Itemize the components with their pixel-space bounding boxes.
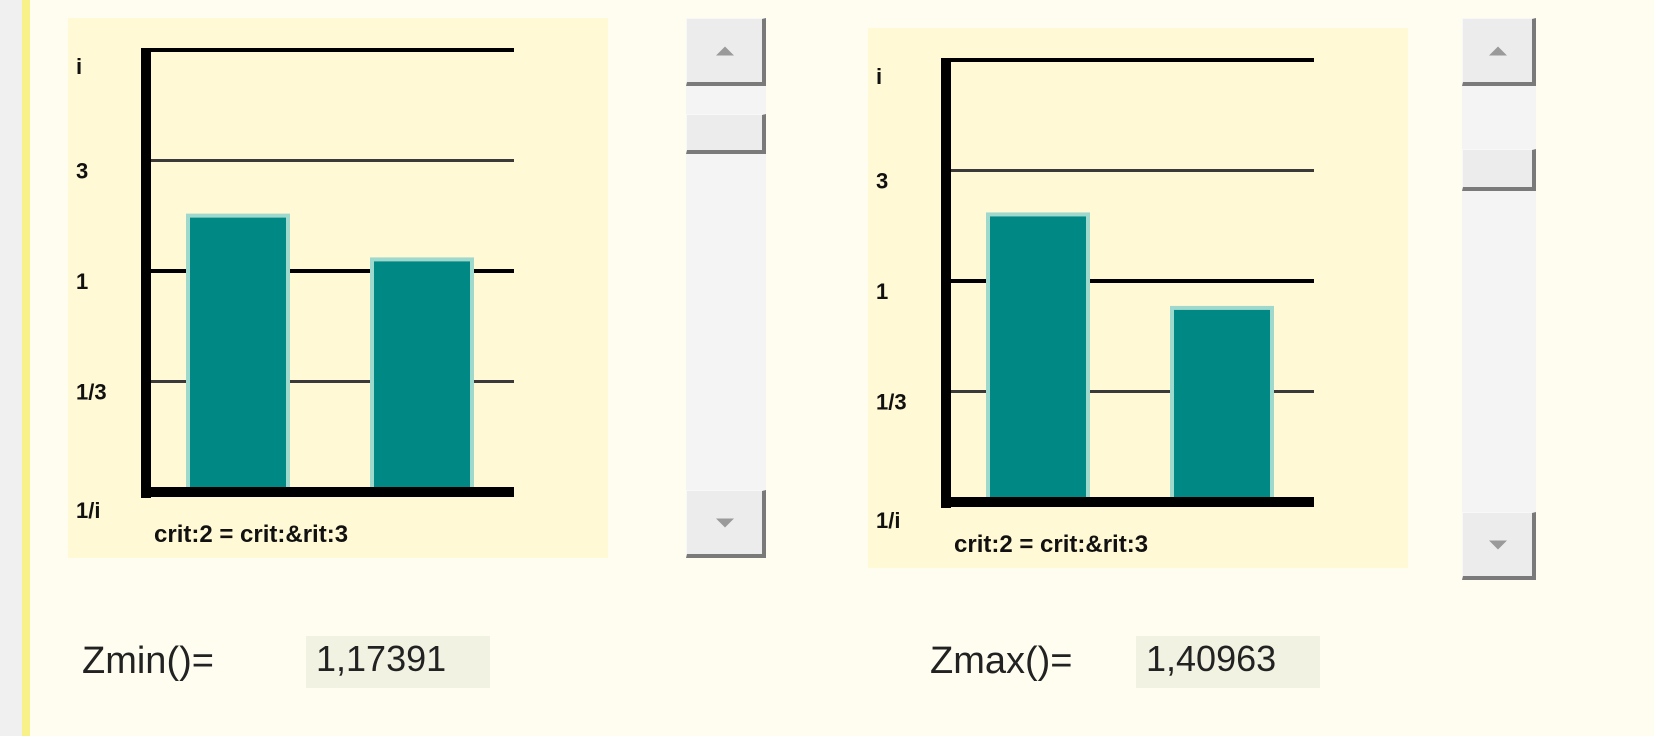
left-edge-strip xyxy=(0,0,22,736)
y-tick-label: 1 xyxy=(76,269,88,294)
scroll-down-button-2[interactable] xyxy=(1462,512,1536,580)
scroll-down-button-1[interactable] xyxy=(686,490,766,558)
arrow-down-icon xyxy=(1488,540,1507,549)
bar xyxy=(190,217,286,493)
y-tick-label: 3 xyxy=(876,168,888,193)
zmax-label: Zmax()= xyxy=(930,640,1073,682)
scroll-up-button-1[interactable] xyxy=(686,18,766,86)
scrollbar-2[interactable] xyxy=(1462,18,1536,580)
y-tick-label: 1/i xyxy=(76,498,100,523)
scroll-thumb-1[interactable] xyxy=(686,114,766,154)
scrollbar-1[interactable] xyxy=(686,18,766,558)
x-axis-label: crit:2 = crit:&rit:3 xyxy=(154,521,348,548)
y-tick-label: 1 xyxy=(876,279,888,304)
zmin-label: Zmin()= xyxy=(82,640,214,682)
bar xyxy=(1174,309,1270,502)
y-tick-label: i xyxy=(876,64,882,89)
x-axis-label: crit:2 = crit:&rit:3 xyxy=(954,531,1148,558)
y-tick-label: 1/3 xyxy=(876,390,907,415)
left-accent-bar xyxy=(22,0,30,736)
chart-panel-1: i 3 1 1/3 1/i crit:2 = crit:&rit:3 xyxy=(68,18,608,558)
scroll-up-button-2[interactable] xyxy=(1462,18,1536,86)
chart-panel-2: i 3 1 1/3 1/i crit:2 = crit:&rit:3 xyxy=(868,28,1408,568)
arrow-up-icon xyxy=(715,46,734,55)
y-tick-label: i xyxy=(76,54,82,79)
bar xyxy=(374,261,470,492)
arrow-down-icon xyxy=(715,518,734,527)
bar xyxy=(990,216,1086,502)
y-tick-label: 3 xyxy=(76,158,88,183)
y-tick-label: 1/3 xyxy=(76,380,107,405)
chart-1: i 3 1 1/3 1/i crit:2 = crit:&rit:3 xyxy=(76,48,514,548)
chart-2: i 3 1 1/3 1/i crit:2 = crit:&rit:3 xyxy=(876,58,1314,558)
zmax-value-field: 1,40963 xyxy=(1136,636,1320,688)
zmin-value-field: 1,17391 xyxy=(306,636,490,688)
arrow-up-icon xyxy=(1488,46,1507,55)
scroll-thumb-2[interactable] xyxy=(1462,148,1536,191)
y-tick-label: 1/i xyxy=(876,508,900,533)
